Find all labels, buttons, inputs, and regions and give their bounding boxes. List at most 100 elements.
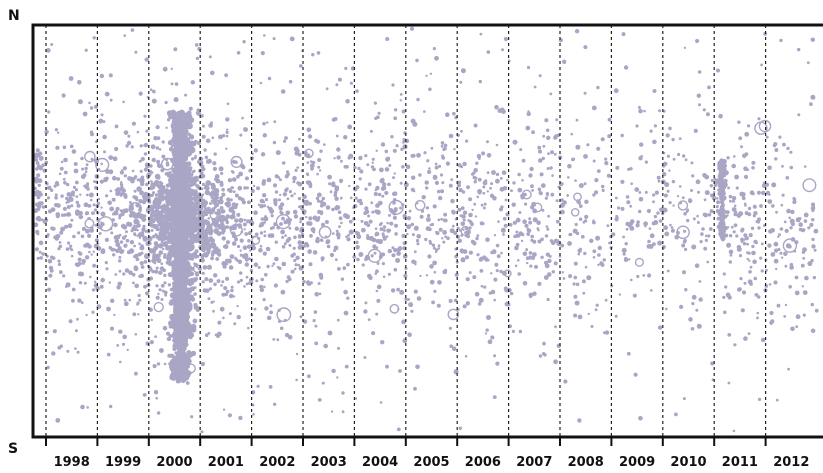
event-dot (123, 298, 127, 302)
event-dot (165, 161, 169, 165)
event-dot (337, 267, 341, 271)
event-dot (112, 248, 117, 252)
event-dot (546, 167, 550, 170)
event-dot (624, 242, 628, 246)
event-dot (82, 226, 86, 231)
event-dot (429, 241, 433, 245)
event-dot (155, 210, 161, 216)
event-dot (108, 281, 112, 284)
x-tick-label: 2010 (670, 455, 706, 470)
event-dot (227, 178, 233, 183)
event-dot (100, 113, 104, 117)
event-dot (139, 215, 143, 220)
event-dot (696, 323, 702, 329)
event-dot (425, 274, 429, 277)
event-dot (434, 165, 439, 170)
event-dot (182, 124, 189, 131)
event-dot (387, 272, 391, 276)
event-dot (521, 179, 524, 182)
event-dot (517, 259, 520, 262)
event-dot (800, 263, 805, 268)
event-dot (127, 134, 131, 138)
event-dot (336, 236, 341, 240)
event-dot (644, 190, 648, 194)
event-dot (756, 190, 761, 195)
event-dot (194, 238, 199, 244)
event-dot (394, 209, 398, 213)
event-dot (71, 287, 76, 292)
event-dot (263, 234, 267, 238)
event-dot (316, 51, 321, 55)
event-dot (284, 136, 288, 140)
event-dot (253, 307, 257, 311)
event-dot (486, 153, 492, 158)
event-dot (80, 404, 85, 410)
event-dot (233, 235, 237, 239)
event-dot (493, 234, 497, 237)
event-dot (272, 338, 276, 341)
event-dot (206, 220, 211, 225)
event-dot (464, 355, 468, 358)
event-dot (306, 221, 311, 226)
event-dot (551, 174, 554, 177)
event-dot (138, 242, 141, 245)
event-dot (54, 193, 58, 197)
event-dot (490, 251, 494, 255)
event-dot (46, 196, 51, 200)
event-dot (119, 183, 124, 187)
event-dot (266, 121, 269, 124)
event-dot (358, 155, 363, 161)
event-dot (259, 231, 264, 235)
event-dot (151, 98, 157, 104)
event-dot (189, 286, 195, 292)
event-dot (607, 134, 612, 139)
event-dot (34, 247, 40, 252)
event-dot (99, 179, 104, 184)
event-dot (131, 272, 136, 277)
event-dot (671, 179, 676, 184)
event-dot (48, 273, 53, 278)
event-dot (760, 337, 766, 343)
event-dot (190, 323, 197, 330)
event-dot (75, 209, 80, 215)
event-dot (177, 232, 182, 237)
event-dot (625, 221, 630, 227)
event-dot (678, 137, 682, 141)
event-dot (153, 261, 157, 265)
event-dot (386, 221, 389, 225)
event-dot (752, 192, 755, 196)
event-dot (218, 198, 224, 205)
event-dot (98, 118, 104, 124)
event-dot (594, 190, 599, 195)
event-dot (630, 182, 633, 185)
event-dot (173, 97, 179, 103)
event-dot (574, 300, 580, 306)
event-dot (752, 260, 756, 264)
event-dot (263, 216, 269, 222)
event-dot (126, 140, 132, 146)
event-dot (398, 369, 402, 373)
event-dot (739, 191, 745, 197)
event-dot (83, 281, 87, 285)
event-dot (625, 227, 629, 231)
event-dot (280, 289, 286, 295)
event-dot (91, 310, 95, 314)
event-dot (620, 179, 625, 184)
event-dot (133, 254, 137, 259)
event-dot (44, 129, 49, 134)
event-dot (573, 294, 578, 299)
event-dot (183, 129, 189, 135)
event-dot (809, 222, 814, 227)
event-dot (339, 180, 342, 184)
event-dot (790, 326, 795, 332)
event-dot (376, 284, 382, 290)
event-dot (251, 245, 256, 251)
event-dot (719, 193, 724, 198)
event-dot (385, 37, 390, 41)
event-dot (414, 263, 417, 266)
event-dot (753, 239, 758, 244)
event-dot (37, 154, 41, 158)
event-dot (457, 207, 462, 212)
event-dot (703, 198, 707, 202)
event-dot (234, 160, 238, 164)
